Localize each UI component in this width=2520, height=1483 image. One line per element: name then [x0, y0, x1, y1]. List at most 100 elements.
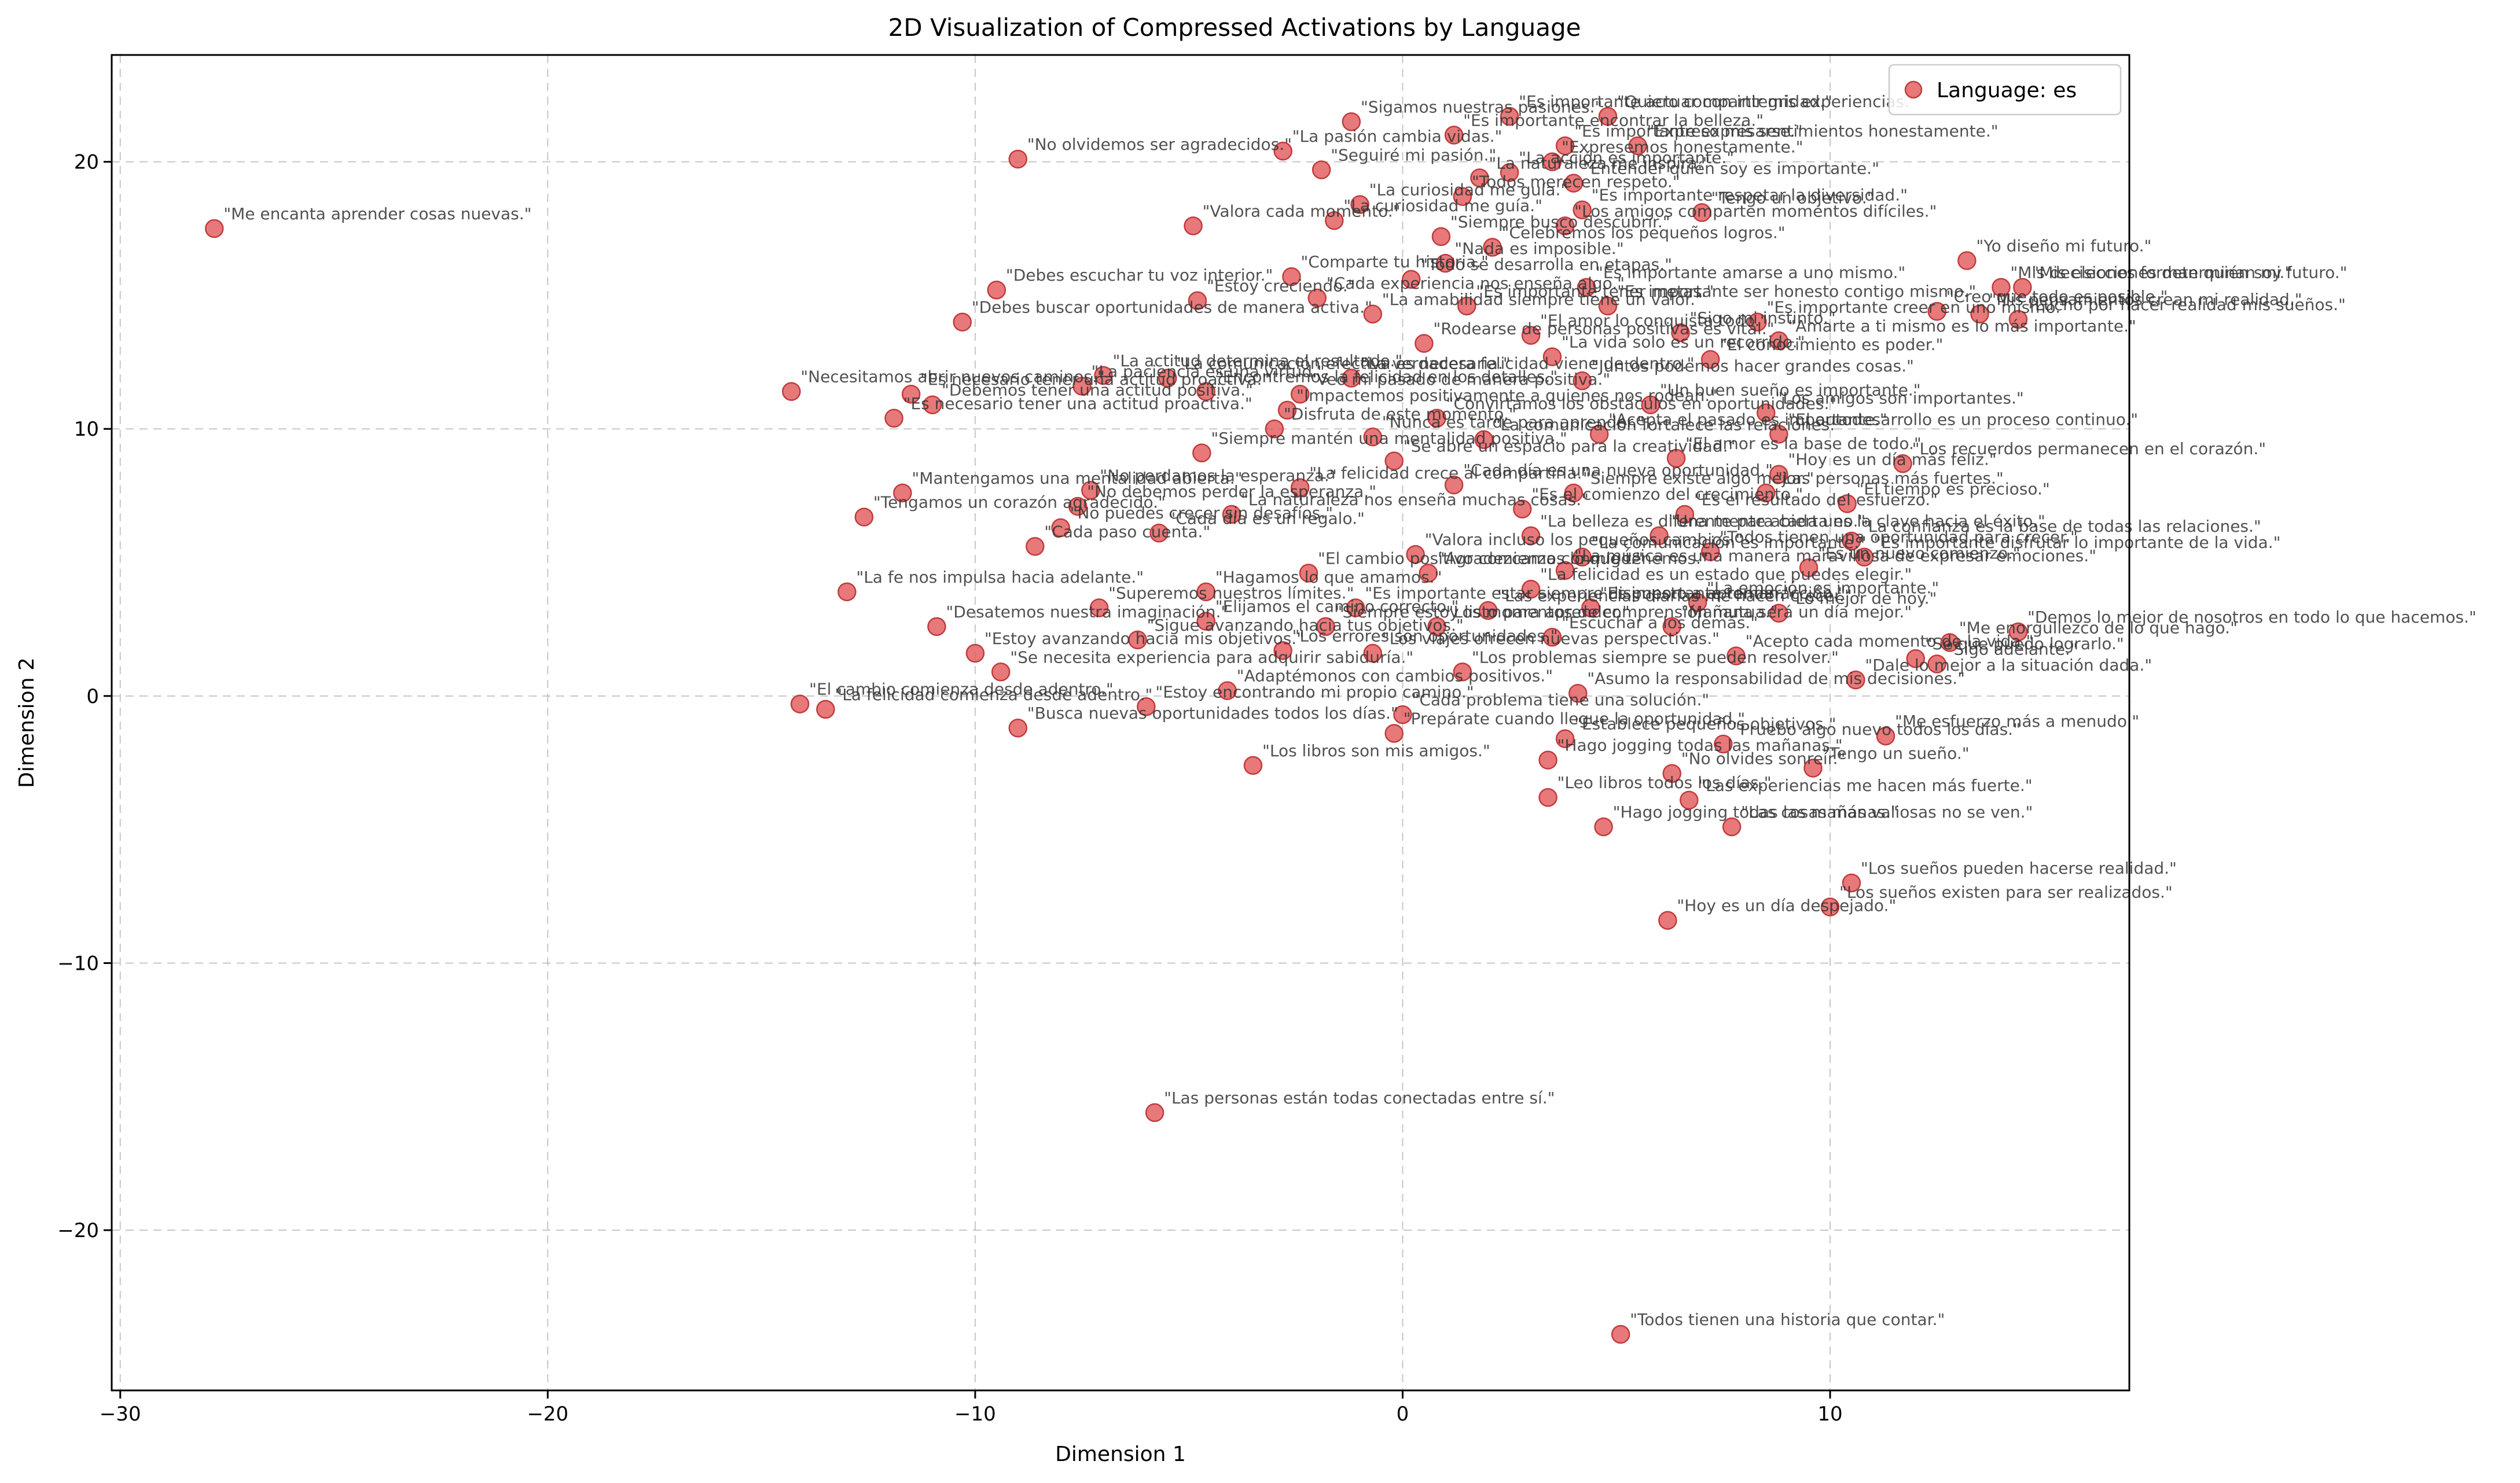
point-annotation: "Es importante estar siempre dispuesto a… [1365, 584, 1792, 603]
data-point [1521, 526, 1541, 546]
data-point [1243, 756, 1263, 775]
point-annotation: "La felicidad comienza desde adentro." [835, 685, 1152, 704]
data-point [965, 643, 985, 663]
data-point [1196, 582, 1215, 602]
data-point [1184, 216, 1203, 235]
point-annotation: "No olvidemos ser agradecidos." [1027, 135, 1292, 154]
data-point [1970, 304, 1989, 324]
data-point [1453, 663, 1472, 682]
data-point [1854, 547, 1874, 567]
data-point [1026, 537, 1045, 556]
point-annotation: "Mis decisiones forman quién soy." [2010, 263, 2292, 282]
data-point [1662, 617, 1681, 636]
data-point [1748, 312, 1767, 332]
data-point [1799, 558, 1819, 577]
x-tick-label: −30 [100, 1403, 141, 1426]
point-annotation: "El autodesarrollo es un proceso continu… [1788, 410, 2138, 429]
data-point [884, 409, 903, 428]
data-point [1312, 160, 1331, 179]
data-point [1573, 547, 1592, 567]
point-annotation: "El amor lo conquista todo." [1540, 311, 1768, 330]
data-point [2008, 622, 2028, 642]
point-annotation: "La felicidad crece al compartirla." [1309, 463, 1589, 483]
data-point [1290, 384, 1310, 404]
point-annotation: "Me enorgullezco de lo que hago." [1959, 619, 2238, 638]
point-annotation: "Nunca es tarde para aprender." [1382, 413, 1645, 432]
data-point [1350, 195, 1369, 214]
point-annotation: "La pasión cambia vidas." [1292, 127, 1503, 146]
point-annotation: "Acepto cada momento de la vida." [1746, 632, 2034, 651]
point-annotation: "Lo mejor de hoy." [1788, 589, 1937, 608]
point-annotation: "Rodearse de personas positivas es vital… [1433, 319, 1774, 338]
point-annotation: "Elijamos el camino correcto." [1215, 597, 1459, 616]
point-annotation: "Es importante amarse a uno mismo." [1596, 263, 1905, 282]
point-annotation: "La verdadera felicidad viene de dentro.… [1361, 354, 1695, 373]
point-annotation: "Los sueños existen para ser realizados.… [1839, 883, 2173, 902]
data-point [1500, 163, 1519, 182]
point-annotation: "Mis elecciones determinan mi futuro." [2032, 263, 2347, 282]
y-tick-label: −20 [57, 1219, 99, 1242]
point-annotation: "Es necesario tener una actitud proactiv… [920, 370, 1269, 389]
point-annotation: "Valora incluso los pequeños cambios." [1425, 530, 1743, 549]
data-point [1769, 331, 1788, 351]
point-annotation: "Superemos nuestros límites." [1108, 584, 1354, 603]
point-annotation: "Leo libros todos los días." [1557, 773, 1772, 792]
point-annotation: "Es importante tener metas." [1476, 282, 1714, 301]
point-annotation: "La vida solo es un recorrido." [1562, 333, 1805, 352]
data-point [1564, 174, 1584, 193]
point-annotation: "Expresemos honestamente." [1562, 138, 1803, 157]
point-annotation: "No olvides sonreír." [1681, 749, 1846, 768]
point-annotation: "Las personas más fuertes." [1775, 469, 2004, 488]
point-annotation: "Hoy es un día más feliz." [1788, 450, 1996, 469]
point-annotation: "Mis pensamientos crean mi realidad." [1989, 290, 2302, 309]
data-point [1628, 136, 1647, 156]
point-annotation: "Desatemos nuestra imaginación." [946, 602, 1228, 621]
point-annotation: "El cambio comienza desde adentro." [809, 680, 1114, 699]
data-point [1128, 630, 1147, 650]
point-annotation: "Una mente abierta es la clave hacia el … [1669, 511, 2045, 531]
point-annotation: "Todos tienen una oportunidad para crece… [1720, 528, 2078, 547]
point-annotation: "Amarte a ti mismo es lo más importante.… [1788, 317, 2136, 336]
data-point [1893, 454, 1912, 473]
point-annotation: "Es importante disfrutar lo importante d… [1874, 533, 2280, 552]
point-annotation: "Las cosas más valiosas no se ven." [1741, 803, 2033, 822]
point-annotation: "Estoy creciendo." [1207, 277, 1355, 296]
data-point [1838, 494, 1857, 513]
data-point [1072, 377, 1092, 396]
data-point [2013, 278, 2032, 297]
y-tick-label: 0 [86, 685, 99, 708]
data-point [1700, 349, 1720, 369]
data-point [1145, 1103, 1165, 1123]
x-tick-label: 0 [1397, 1403, 1409, 1426]
data-point [1008, 149, 1027, 169]
data-point [1273, 141, 1292, 161]
point-annotation: "Siempre estoy listo para aprender." [1335, 602, 1630, 621]
point-annotation: "Todos merecen respeto." [1472, 172, 1680, 192]
data-point [1714, 734, 1733, 754]
data-point [1906, 649, 1925, 668]
point-annotation: "Encontremos la felicidad en los detalle… [1215, 367, 1557, 387]
point-annotation: "Siempre mantén una mentalidad positiva.… [1211, 429, 1567, 448]
point-annotation: "Estoy encontrando mi propio camino." [1155, 682, 1474, 701]
data-point [1581, 598, 1600, 617]
point-annotation: "La belleza es diferente para cada uno." [1540, 511, 1865, 531]
chart-title: 2D Visualization of Compressed Activatio… [888, 13, 1581, 42]
point-annotation: "Demos lo mejor de nosotros en todo lo q… [2027, 608, 2477, 627]
point-annotation: "Es el comienzo del crecimiento." [1531, 485, 1803, 504]
point-annotation: "El amor es la base de todo." [1685, 434, 1922, 453]
data-point [782, 382, 801, 401]
data-point [1384, 724, 1404, 743]
data-point [1512, 499, 1532, 518]
x-tick-label: 10 [1817, 1403, 1842, 1426]
point-annotation: "Me esfuerzo más a menudo." [1895, 712, 2139, 731]
data-point [205, 219, 224, 238]
y-tick-label: 20 [74, 151, 99, 174]
data-point [1521, 579, 1541, 599]
data-point [1675, 505, 1695, 524]
point-annotation: "Celebremos los pequeños logros." [1502, 223, 1786, 242]
point-annotation: "La curiosidad me guía." [1343, 196, 1542, 215]
point-annotation: "Es importante creer en uno mismo." [1766, 298, 2067, 317]
point-annotation: "Escuchar a los demás." [1562, 613, 1758, 632]
data-point [1196, 612, 1215, 631]
data-point [1401, 270, 1421, 289]
